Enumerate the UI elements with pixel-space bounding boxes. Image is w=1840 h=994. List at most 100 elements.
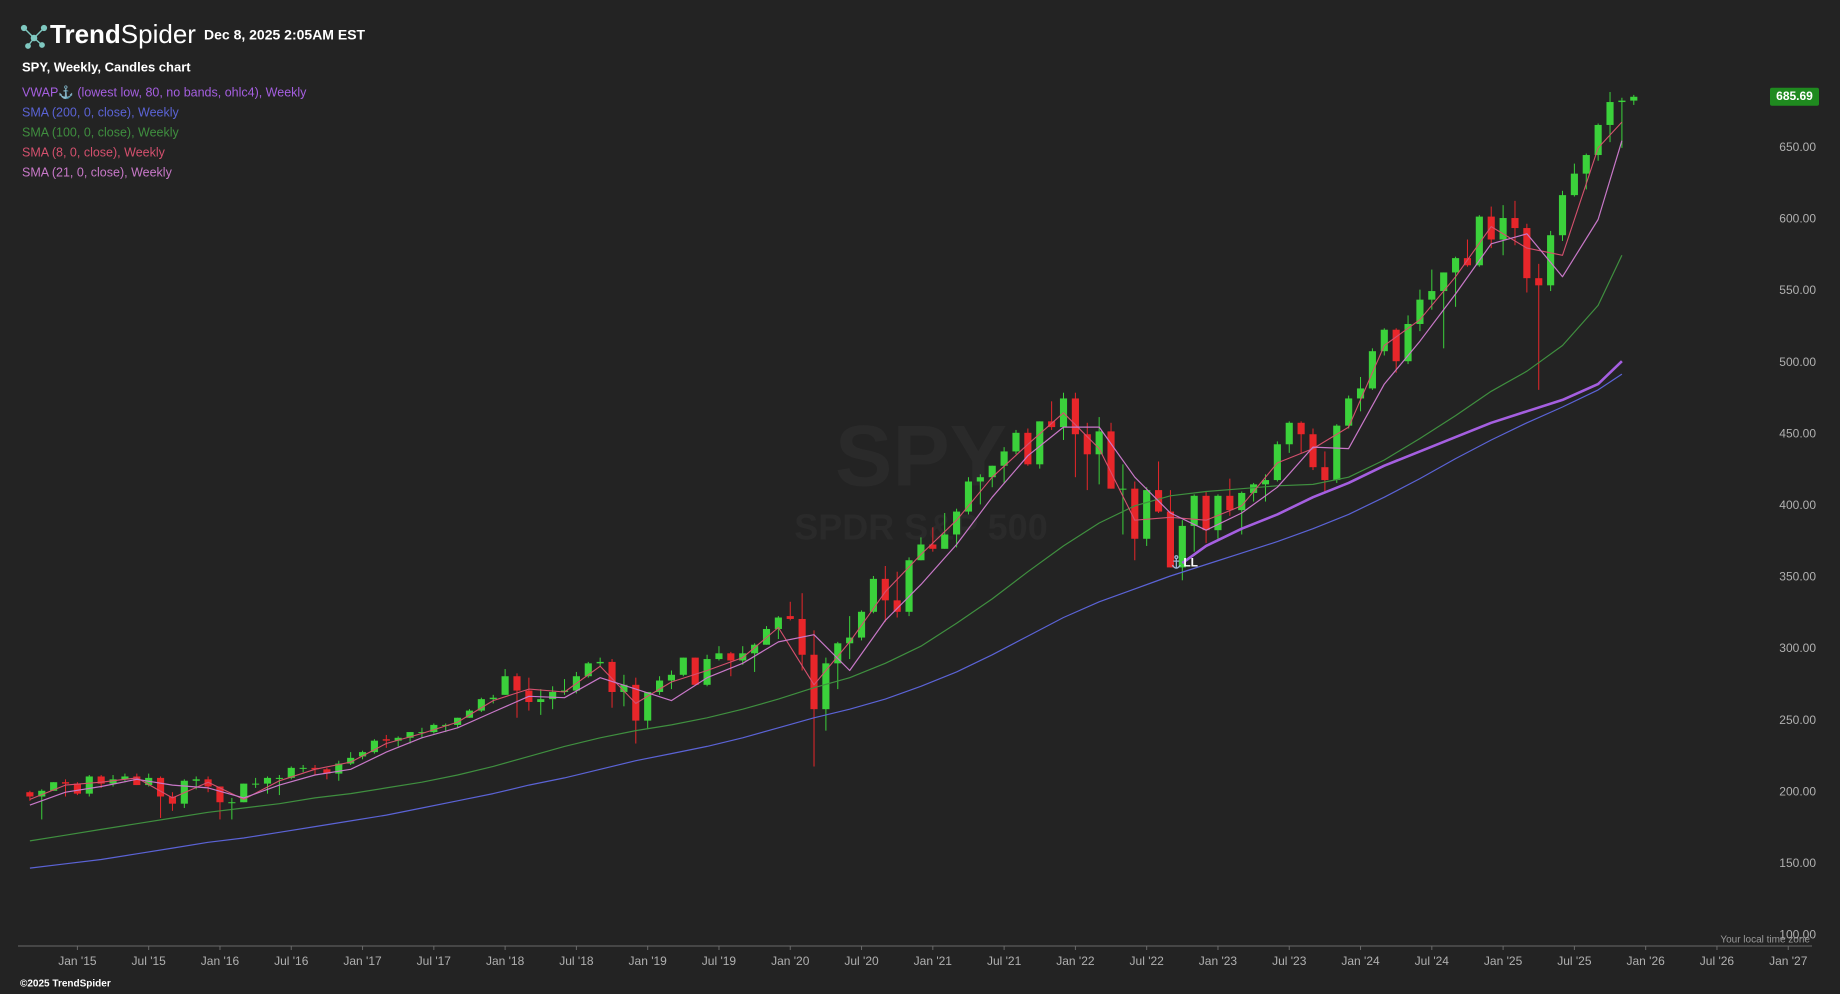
candle-body — [1178, 525, 1186, 568]
candle-body — [1547, 235, 1555, 286]
candle-body — [679, 657, 687, 675]
candle-body — [252, 783, 260, 785]
candle-body — [323, 769, 331, 774]
candle-body — [929, 544, 937, 549]
candle-body — [430, 724, 438, 733]
candle-body — [596, 661, 604, 664]
candle-body — [964, 481, 973, 512]
candle-body — [881, 578, 889, 601]
candle-body — [299, 767, 307, 769]
candle-body — [786, 616, 794, 619]
x-tick-label: Jan '22 — [1056, 954, 1095, 968]
candle-body — [608, 661, 616, 692]
anchor-icon-part — [1174, 555, 1179, 560]
candle-body — [73, 783, 81, 794]
legend-entry: SMA (21, 0, close), Weekly — [22, 165, 173, 179]
x-tick-label: Jan '17 — [343, 954, 382, 968]
candle-body — [26, 792, 34, 797]
candle-body — [1190, 495, 1198, 526]
candle-body — [1107, 431, 1115, 489]
last-price-tag — [1770, 87, 1819, 106]
x-tick-label: Jul '20 — [844, 954, 879, 968]
y-tick-label: 450.00 — [1779, 426, 1816, 440]
y-tick-label: 550.00 — [1779, 283, 1816, 297]
x-tick-label: Jan '15 — [58, 954, 97, 968]
candle-body — [311, 767, 319, 770]
candle-body — [667, 674, 676, 681]
candle-body — [822, 663, 830, 710]
x-tick-label: Jan '18 — [486, 954, 525, 968]
candle-body — [1321, 467, 1329, 481]
candle-body — [133, 776, 141, 786]
candle-body — [192, 779, 200, 781]
candle-body — [774, 617, 782, 629]
legend-entry: SMA (100, 0, close), Weekly — [22, 125, 180, 139]
candle-body — [228, 802, 236, 804]
y-tick-label: 650.00 — [1779, 140, 1816, 154]
candle-body — [263, 777, 272, 784]
y-tick-label: 100.00 — [1779, 928, 1816, 942]
y-tick-label: 150.00 — [1779, 856, 1816, 870]
x-tick-label: Jan '23 — [1199, 954, 1238, 968]
y-tick-label: 300.00 — [1779, 641, 1816, 655]
candle-body — [1202, 495, 1210, 531]
candle-body — [418, 732, 426, 734]
candle-body — [1036, 421, 1044, 465]
timezone-note: Your local time zone — [1720, 935, 1810, 946]
candle-body — [1250, 484, 1258, 493]
candle-body — [1404, 323, 1412, 362]
x-tick-label: Jul '26 — [1700, 954, 1735, 968]
legend-entry: VWAP⚓ (lowest low, 80, no bands, ohlc4),… — [22, 84, 307, 99]
candle-body — [97, 776, 105, 784]
last-price-label: 685.69 — [1776, 89, 1813, 103]
x-tick-label: Jan '19 — [629, 954, 668, 968]
candle-body — [1000, 451, 1008, 466]
candle-body — [1630, 96, 1638, 101]
anchor-icon — [1171, 555, 1181, 569]
y-tick-label: 350.00 — [1779, 570, 1816, 584]
candle-body — [204, 779, 212, 787]
candle-body — [1071, 398, 1079, 435]
candle-body — [1487, 216, 1495, 240]
candle-body — [85, 776, 93, 794]
indicator-line — [1181, 360, 1623, 565]
candle-body — [869, 578, 877, 612]
candle-body — [1226, 495, 1234, 511]
candle-body — [1166, 511, 1175, 568]
candle-body — [61, 782, 70, 784]
candle-body — [1416, 299, 1424, 324]
candle-body — [560, 690, 569, 692]
candle-body — [1297, 422, 1305, 435]
x-tick-label: Jul '21 — [987, 954, 1022, 968]
chart-title: SPY, Weekly, Candles chart — [22, 59, 191, 74]
logo-bold: Trend — [50, 19, 121, 49]
candle-body — [382, 739, 390, 741]
candle-body — [370, 740, 378, 753]
candle-body — [394, 737, 402, 741]
candle-body — [287, 767, 295, 778]
x-tick-label: Jan '24 — [1341, 954, 1380, 968]
candle-body — [988, 465, 996, 478]
candle-body — [335, 763, 343, 774]
x-tick-label: Jul '18 — [559, 954, 594, 968]
candle-body — [917, 544, 925, 561]
candle-body — [1356, 388, 1365, 399]
y-tick-label: 500.00 — [1779, 355, 1816, 369]
candle-body — [1618, 100, 1626, 103]
candle-body — [50, 782, 58, 791]
indicator-line — [29, 255, 1623, 842]
plot-area: Jan '15 Jul '15 Jan '16 Jul '16 Jan '17 Jul '… — [18, 92, 1816, 968]
candle-body — [703, 659, 711, 685]
candle-body — [489, 697, 497, 700]
candle-body — [1511, 218, 1519, 229]
candle-body — [715, 653, 723, 660]
candle-body — [1083, 434, 1091, 455]
candle-body — [121, 776, 129, 780]
candle-body — [1392, 329, 1400, 362]
indicator-line — [29, 140, 1623, 806]
candle-body — [347, 757, 355, 764]
candle-body — [1570, 173, 1578, 196]
candle-body — [1594, 124, 1602, 156]
candle-body — [1440, 272, 1448, 292]
